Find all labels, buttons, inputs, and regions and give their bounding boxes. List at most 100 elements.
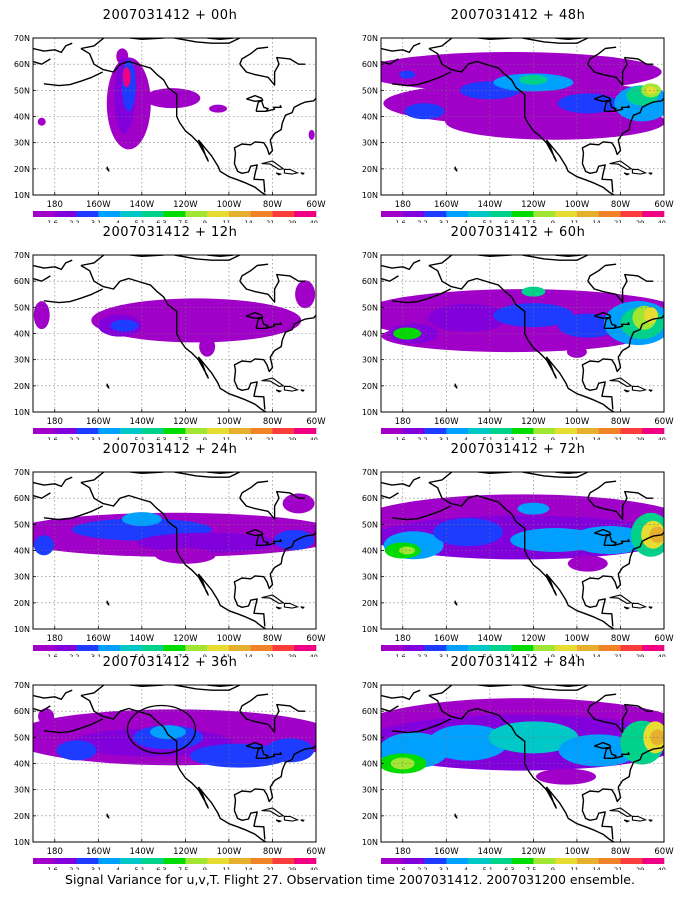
colorbar-label: 11 [223,219,231,223]
colorbar-swatch [533,645,556,651]
variance-blob [56,740,97,761]
colorbar-label: 11 [571,866,579,870]
island [631,602,648,609]
lat-tick-label: 20N [14,165,30,174]
colorbar-swatch [642,858,665,864]
colorbar-label: 14 [592,436,600,440]
colorbar-swatch [120,858,143,864]
coastline [174,38,241,44]
colorbar-swatch [250,645,273,651]
variance-blob [33,301,50,330]
panel-36h: 2007031412 + 36h 70N 60N 50N 40N 30N 20N 10N 18… [0,655,340,870]
lon-tick-label: 80W [263,634,283,644]
colorbar-label: 7.5 [526,866,536,870]
coastline [233,370,266,410]
lat-tick-label: 40N [14,547,30,556]
coastline [594,94,612,102]
island [106,813,110,819]
coastline [594,528,612,536]
variance-blob [404,103,445,120]
colorbar-swatch [185,858,208,864]
coastline [663,38,664,40]
coastline [613,751,630,759]
lon-tick-label: 60W [306,417,326,427]
coastline [239,703,306,733]
coastline [197,139,267,195]
coastline [33,42,73,54]
colorbar-label: 2.2 [69,219,79,223]
colorbar-label: 21 [266,219,274,223]
colorbar-label: 2.2 [69,653,79,657]
colorbar-label: 6.3 [504,219,514,223]
lon-tick-label: 180 [47,847,63,857]
coastline [663,255,664,257]
coastline [381,42,421,54]
lat-tick-label: 20N [362,165,378,174]
lon-tick-label: 80W [611,417,631,427]
colorbar-swatch [76,645,99,651]
island [261,807,285,817]
coastline [233,744,316,803]
island [454,813,458,819]
island [275,172,283,176]
colorbar-swatch [576,645,599,651]
colorbar-swatch [598,645,621,651]
coastline [80,264,209,379]
lon-tick-label: 140W [478,847,503,857]
lat-tick-label: 50N [362,86,378,95]
variance-blob [381,52,662,93]
coastline [246,311,264,319]
colorbar-swatch [533,428,556,434]
coastline [233,153,266,193]
colorbar-label: 29 [288,653,296,657]
variance-blob [149,725,186,740]
colorbar-label: 7.5 [178,866,188,870]
lon-tick-label: 180 [47,634,63,644]
coastline [239,273,306,303]
variance-blob [569,526,650,555]
colorbar-swatch [141,645,164,651]
lon-tick-label: 80W [611,634,631,644]
coastline [581,587,614,627]
colorbar-swatch [533,211,556,217]
colorbar-label: 6.3 [504,866,514,870]
coastline [33,476,73,488]
lat-tick-label: 30N [362,356,378,365]
coastline [80,255,164,267]
coastline [587,273,654,303]
lon-tick-label: 100W [565,634,590,644]
lon-tick-label: 160W [86,417,111,427]
lat-tick-label: 40N [362,547,378,556]
coastline [391,718,452,734]
coastline [581,97,664,156]
colorbar-swatch [272,645,295,651]
map-12h: 70N 60N 50N 40N 30N 20N 10N 180 160W 140W 120W 100W… [14,251,326,440]
coastline [391,505,452,521]
colorbar-swatch [163,428,186,434]
lat-tick-label: 30N [14,786,30,795]
coastline [594,741,612,749]
lon-tick-label: 120W [173,417,198,427]
variance-blob [295,280,316,309]
colorbar-swatch [533,858,556,864]
lon-tick-label: 140W [130,200,155,210]
variance-blob [282,493,315,514]
lat-tick-label: 20N [14,599,30,608]
variance-field [381,255,664,412]
coastline [33,58,51,65]
island [609,594,633,604]
panel-title: 2007031412 + 12h [102,225,238,240]
colorbar-swatch [511,211,534,217]
colorbar-swatch [598,858,621,864]
coastline [428,47,557,162]
variance-blob [121,512,162,527]
colorbar-label: 14 [244,866,252,870]
coastline [246,94,264,102]
lat-tick-label: 20N [362,812,378,821]
lat-tick-label: 60N [14,494,30,503]
colorbar-swatch [511,645,534,651]
lat-tick-label: 50N [14,520,30,529]
lat-tick-label: 70N [14,251,30,260]
lon-tick-label: 180 [47,417,63,427]
lon-tick-label: 60W [654,847,674,857]
